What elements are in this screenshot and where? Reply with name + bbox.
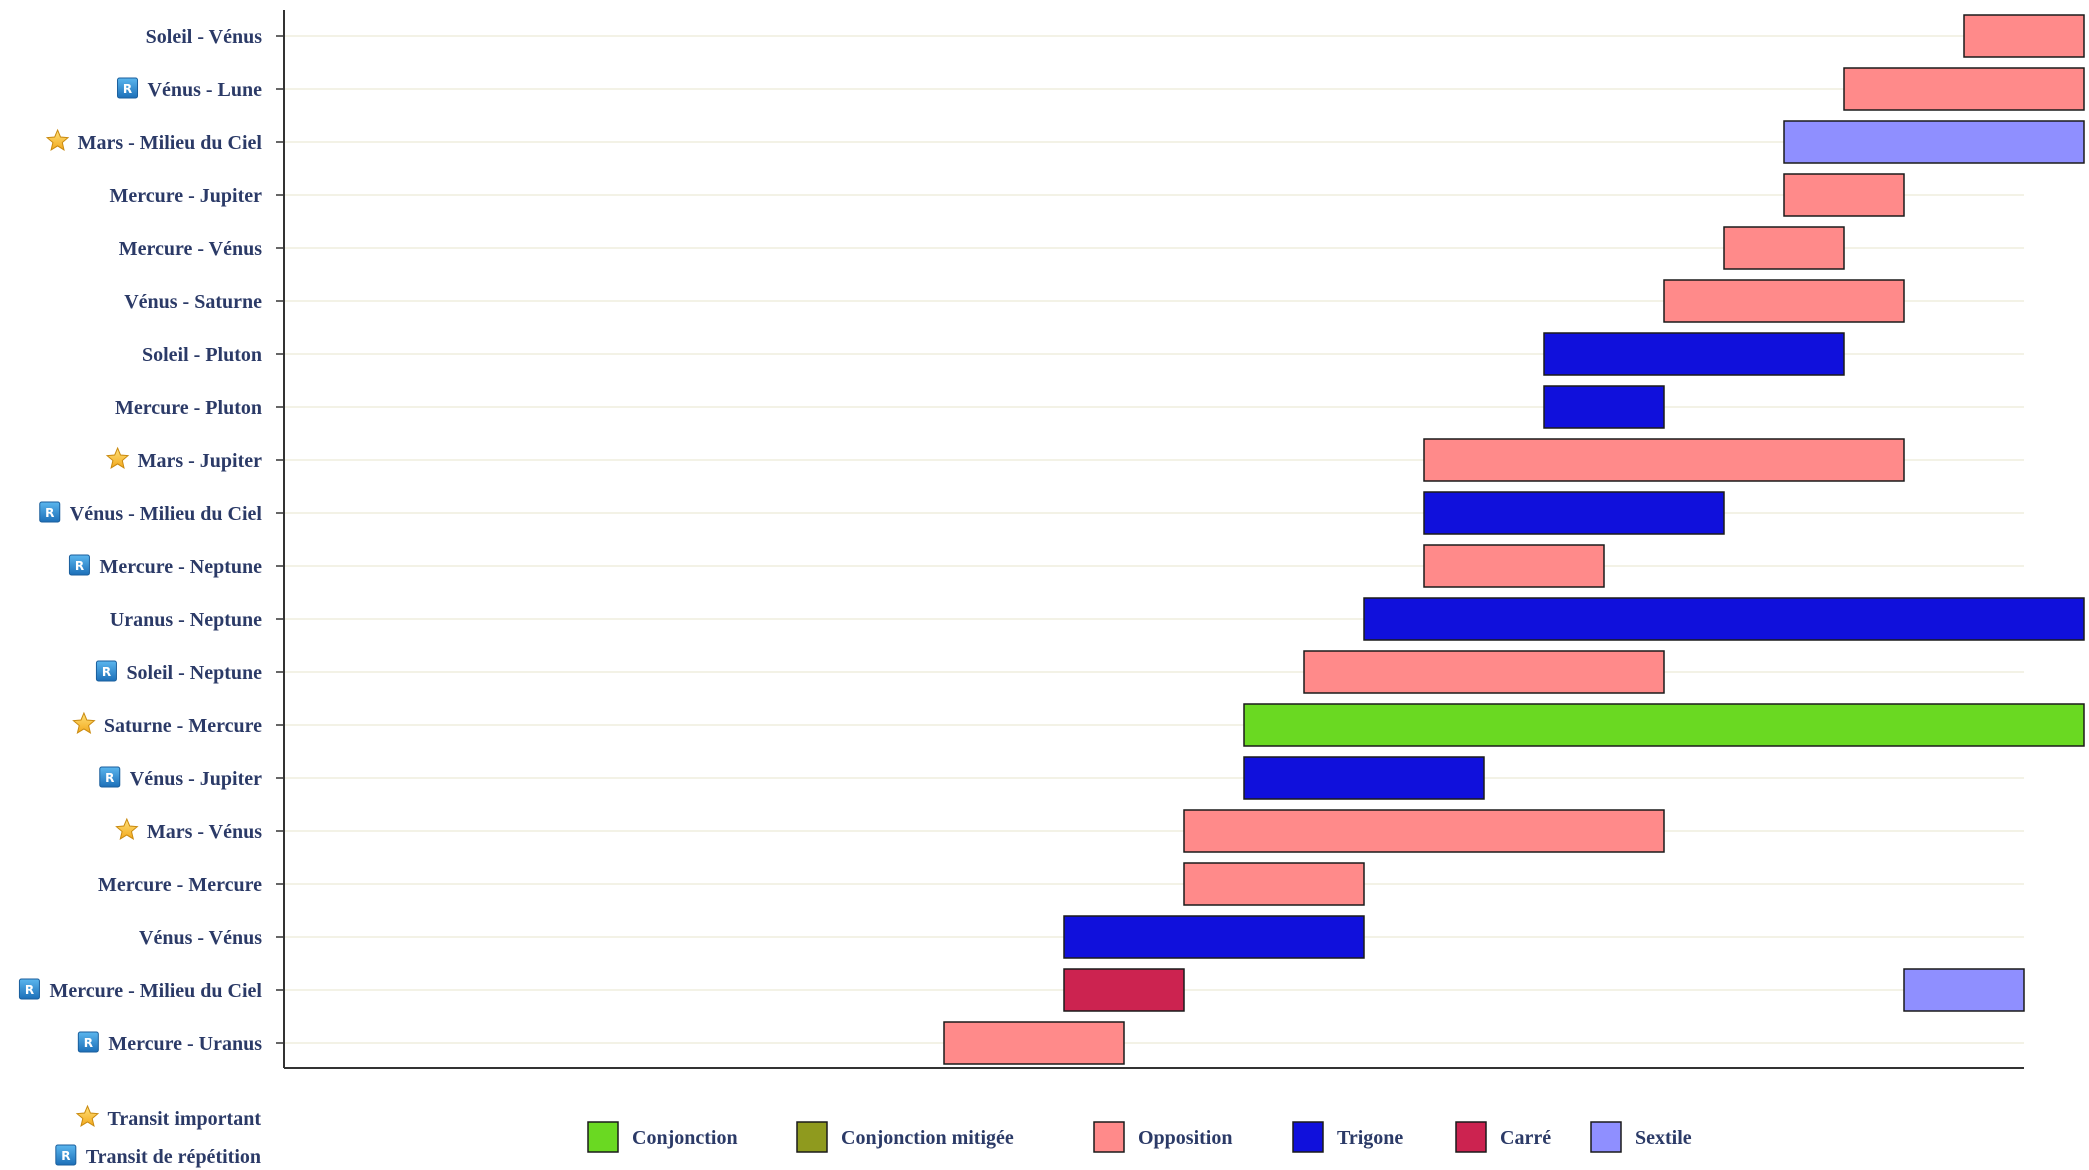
gridlines (284, 35, 2024, 1044)
marker-legend-repetition: Transit de répétition (86, 1146, 261, 1168)
bar-mars-jupiter-opposition (1423, 438, 1905, 482)
row-label-mercure-pluton: Mercure - Pluton (115, 397, 262, 419)
row-label-saturne-mercure: Saturne - Mercure (104, 715, 262, 737)
legend-item-opposition: Opposition (1093, 1121, 1232, 1153)
legend-swatch (1292, 1121, 1324, 1153)
row-label-mars-jupiter: Mars - Jupiter (138, 450, 263, 472)
star-icon (75, 1104, 100, 1127)
legend-item-carre: Carré (1455, 1121, 1551, 1153)
row-label-mercure-neptune: Mercure - Neptune (99, 556, 262, 578)
row-label-venus-saturne: Vénus - Saturne (124, 291, 262, 313)
bar-venus-venus-trigone (1063, 915, 1365, 959)
legend-label: Sextile (1635, 1127, 1692, 1149)
legend-label: Trigone (1337, 1127, 1403, 1149)
r-badge-icon: R (68, 554, 90, 576)
bar-saturne-mercure-conjonction (1243, 703, 2085, 747)
row-label-venus-lune: Vénus - Lune (148, 79, 263, 101)
svg-text:R: R (84, 1036, 93, 1050)
row-label-mercure-uranus: Mercure - Uranus (108, 1033, 262, 1055)
bar-soleil-neptune-opposition (1303, 650, 1665, 694)
row-label-mercure-mercure: Mercure - Mercure (98, 874, 262, 896)
row-label-mars-milieu-du-ciel: Mars - Milieu du Ciel (78, 132, 263, 154)
r-badge-icon: R (55, 1144, 77, 1166)
r-badge-icon: R (117, 77, 139, 99)
bar-mercure-mercure-opposition (1183, 862, 1365, 906)
bar-soleil-venus-opposition (1963, 14, 2085, 58)
bar-venus-milieu-du-ciel-trigone (1423, 491, 1725, 535)
bar-venus-saturne-opposition (1663, 279, 1905, 323)
r-badge-icon: R (77, 1031, 99, 1053)
legend-label: Conjonction (632, 1127, 738, 1149)
row-label-soleil-pluton: Soleil - Pluton (142, 344, 262, 366)
bar-mars-milieu-du-ciel-sextile (1783, 120, 2085, 164)
bar-venus-jupiter-trigone (1243, 756, 1485, 800)
bar-mercure-neptune-opposition (1423, 544, 1605, 588)
row-label-soleil-venus: Soleil - Vénus (146, 26, 263, 48)
bar-mercure-pluton-trigone (1543, 385, 1665, 429)
legend-label: Opposition (1138, 1127, 1232, 1149)
star-icon (115, 817, 139, 840)
svg-text:R: R (102, 665, 111, 679)
legend-label: Carré (1500, 1127, 1551, 1149)
axes (276, 10, 2024, 1069)
row-label-mercure-milieu-du-ciel: Mercure - Milieu du Ciel (49, 980, 262, 1002)
bar-mercure-jupiter-opposition (1783, 173, 1905, 217)
row-label-venus-venus: Vénus - Vénus (139, 927, 262, 949)
star-icon (105, 446, 130, 469)
marker-legend: Transit important Transit de répétition R (55, 1104, 261, 1168)
r-badge-icon: R (39, 501, 61, 523)
row-label-uranus-neptune: Uranus - Neptune (110, 609, 262, 631)
bar-soleil-pluton-trigone (1543, 332, 1845, 376)
legend-item-conjonction-mitigee: Conjonction mitigée (796, 1121, 1014, 1153)
bar-mars-venus-opposition (1183, 809, 1665, 853)
row-label-soleil-neptune: Soleil - Neptune (126, 662, 262, 684)
legend-item-conjonction: Conjonction (587, 1121, 738, 1153)
svg-text:R: R (45, 506, 54, 520)
row-labels: Soleil - Vénus Vénus - Lune R Mars - Milieu… (18, 26, 263, 1055)
bars (943, 14, 2085, 1065)
svg-text:R: R (123, 82, 132, 96)
legend-swatch (1455, 1121, 1487, 1153)
legend-swatch (587, 1121, 619, 1153)
svg-text:R: R (25, 983, 34, 997)
star-icon (72, 711, 96, 734)
bar-uranus-neptune-trigone (1363, 597, 2085, 641)
r-badge-icon: R (95, 660, 117, 682)
row-label-mercure-venus: Mercure - Vénus (119, 238, 263, 260)
bar-mercure-uranus-opposition (943, 1021, 1125, 1065)
legend-item-sextile: Sextile (1590, 1121, 1692, 1153)
legend-swatch (1093, 1121, 1125, 1153)
legend-swatch (1590, 1121, 1622, 1153)
legend-swatch (796, 1121, 828, 1153)
bar-mercure-milieu-du-ciel-carre (1063, 968, 1185, 1012)
row-label-mars-venus: Mars - Vénus (147, 821, 262, 843)
bar-venus-lune-opposition (1843, 67, 2085, 111)
legend: Conjonction Conjonction mitigée Opposition… (587, 1121, 1692, 1153)
bar-mercure-milieu-du-ciel-sextile (1903, 968, 2025, 1012)
svg-text:R: R (61, 1149, 70, 1163)
legend-item-trigone: Trigone (1292, 1121, 1403, 1153)
r-badge-icon: R (18, 978, 40, 1000)
svg-text:R: R (105, 771, 114, 785)
r-badge-icon: R (99, 766, 121, 788)
svg-text:R: R (75, 559, 84, 573)
marker-legend-important: Transit important (107, 1108, 261, 1130)
bar-mercure-venus-opposition (1723, 226, 1845, 270)
legend-label: Conjonction mitigée (841, 1127, 1014, 1149)
star-icon (45, 128, 70, 151)
row-label-venus-jupiter: Vénus - Jupiter (130, 768, 262, 790)
row-label-venus-milieu-du-ciel: Vénus - Milieu du Ciel (70, 503, 263, 525)
row-label-mercure-jupiter: Mercure - Jupiter (109, 185, 262, 207)
